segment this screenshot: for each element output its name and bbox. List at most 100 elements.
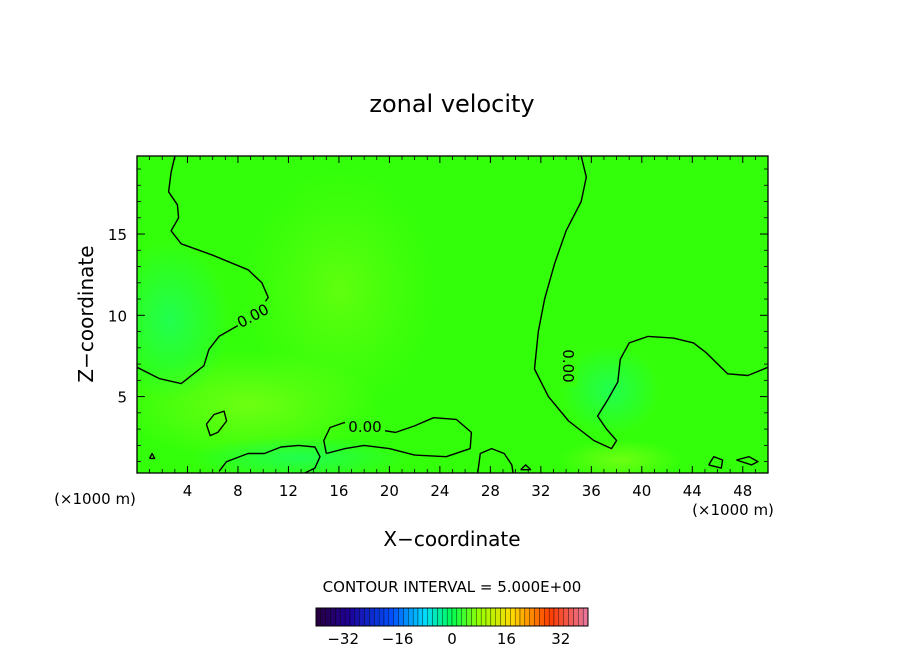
contour-labels: 0.00 0.00 0.00 [232,299,577,436]
colorbar-swatch [544,607,550,627]
colorbar [315,607,589,627]
colorbar-swatch [374,607,380,627]
colorbar-swatch [578,607,584,627]
colorbar-swatch [364,607,370,627]
colorbar-swatch [548,607,555,627]
colorbar-swatch [408,607,414,627]
plot-area [137,156,768,473]
x-tick-label-16: 16 [329,482,348,500]
colorbar-swatch [398,607,404,627]
colorbar-swatch [519,607,526,627]
colorbar-swatch [335,607,341,627]
contour-line-4 [205,410,228,437]
x-tick-label-4: 4 [183,482,193,500]
field-negative-left [137,240,230,400]
colorbar-swatch [480,607,487,627]
colorbar-swatch [573,607,579,627]
y-axis-label: Z−coordinate [74,245,98,382]
colorbar-swatch [378,607,385,627]
x-tick-label-12: 12 [279,482,298,500]
colorbar-swatch [354,607,360,627]
colorbar-swatch [514,607,521,627]
colorbar-swatch [539,607,545,627]
colorbar-swatch [403,607,409,627]
colorbar-swatch [558,607,564,627]
colorbar-swatch [534,607,540,627]
y-tick-label-5: 5 [117,389,127,407]
colorbar-swatch [451,607,458,627]
colorbar-swatch [485,607,492,627]
colorbar-swatch [388,607,394,627]
x-tick-label-40: 40 [632,482,651,500]
colorbar-swatch [446,607,453,627]
colorbar-swatch [553,607,560,627]
x-tick-label-8: 8 [233,482,243,500]
colorbar-swatch [568,607,574,627]
x-axis: 4 8 12 16 20 24 28 32 36 40 44 48 [149,156,756,500]
colorbar-swatch [495,607,501,627]
x-unit-right: (×1000 m) [692,501,774,519]
colorbar-swatch [417,607,424,627]
x-tick-label-20: 20 [380,482,399,500]
x-tick-label-48: 48 [733,482,752,500]
x-axis-label: X−coordinate [383,527,520,551]
contour-lines [137,156,768,473]
colorbar-swatch [383,607,390,627]
colorbar-swatch [412,607,419,627]
colorbar-swatch [325,607,331,627]
colorbar-swatch [510,607,516,627]
colorbar-swatch [490,607,496,627]
contour-line-9 [520,464,532,471]
colorbar-tick-label-2: 0 [447,630,457,648]
field-positive-bottom [560,440,680,473]
y-tick-label-10: 10 [108,307,127,325]
colorbar-swatch [393,607,399,627]
colorbar-swatch [344,607,351,627]
svg-text:0.00: 0.00 [559,349,577,382]
colorbar-swatch [456,607,462,627]
contour-line-7 [708,456,724,469]
contour-label-2: 0.00 [345,418,385,436]
colorbar-tick-label-3: 16 [497,630,516,648]
contour-line-1 [137,156,269,385]
svg-text:0.00: 0.00 [348,418,381,436]
colorbar-swatch [466,607,472,627]
contour-interval-text: CONTOUR INTERVAL = 5.000E+00 [323,578,582,596]
colorbar-swatch [349,607,356,627]
colorbar-swatch [437,607,443,627]
colorbar-swatch [432,607,438,627]
contour-line-5 [218,444,321,473]
field-negative-right [560,345,660,435]
contour-line-8 [736,456,759,466]
chart-title: zonal velocity [369,90,534,118]
x-tick-label-36: 36 [582,482,601,500]
colorbar-swatch [529,607,535,627]
colorbar-swatch [500,607,506,627]
x-tick-label-44: 44 [683,482,702,500]
y-axis: 5 10 15 [108,168,768,463]
contour-line-10 [148,452,156,460]
contour-line-3 [323,417,473,458]
x-tick-label-32: 32 [531,482,550,500]
contour-line-2 [533,156,768,450]
colorbar-tick-label-1: −16 [382,630,414,648]
colorbar-swatch [320,607,326,627]
colorbar-swatch [369,607,375,627]
field-negative-bottom [190,436,410,473]
x-tick-label-24: 24 [430,482,449,500]
colorbar-swatch [340,607,346,627]
colorbar-swatch [315,607,322,627]
colorbar-swatch [505,607,511,627]
colorbar-swatch [442,607,448,627]
colorbar-swatch [422,607,428,627]
colorbar-swatch [476,607,482,627]
colorbar-swatch [330,607,336,627]
contour-label-3: 0.00 [559,346,577,386]
colorbar-ticks: −32 −16 0 16 32 [327,630,570,648]
colorbar-tick-label-4: 32 [551,630,570,648]
colorbar-tick-label-0: −32 [327,630,359,648]
colorbar-frame [315,607,589,627]
contour-line-6 [477,447,514,473]
colorbar-swatch [427,607,433,627]
